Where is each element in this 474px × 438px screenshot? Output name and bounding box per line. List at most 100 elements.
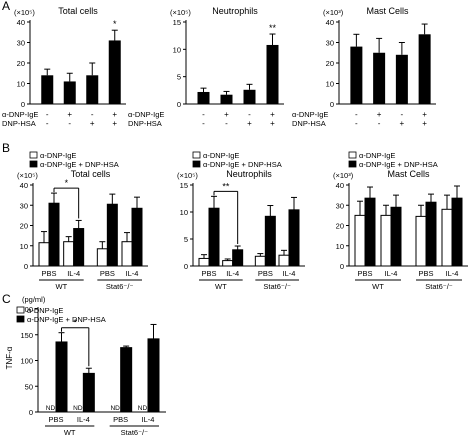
bar-filled (120, 347, 133, 413)
y-axis-label: TNF-α (5, 346, 14, 369)
y-tick-label: 10 (326, 80, 334, 89)
legend-label: α-DNP-IgE (359, 151, 395, 160)
y-tick-label: 15 (180, 181, 188, 190)
category-label: PBS (41, 269, 56, 278)
treatment-sign: - (355, 110, 358, 119)
legend-swatch (16, 306, 25, 314)
y-tick-label: 0 (177, 100, 181, 109)
treatment-sign: - (91, 110, 94, 119)
treatment-sign: - (248, 110, 251, 119)
treatment-sign: + (224, 110, 229, 119)
y-tick-label: 30 (326, 39, 334, 48)
chart-title: Neutrophils (226, 169, 272, 179)
chart-title: Total cells (58, 6, 98, 16)
y-tick-label: 50 (25, 382, 33, 391)
bar-filled (425, 201, 437, 267)
y-unit-label: (×10⁵) (177, 171, 198, 180)
y-tick-label: 30 (20, 201, 28, 210)
legend-swatch (348, 151, 357, 159)
y-tick-label: 150 (20, 331, 33, 340)
treatment-row-label: DNP-HSA (2, 119, 36, 128)
y-tick-label: 0 (24, 262, 28, 271)
y-tick-label: 0 (21, 100, 25, 109)
treatment-sign: + (270, 119, 275, 128)
significance-mark: ** (222, 181, 230, 191)
bar (41, 75, 54, 104)
nd-label: ND (73, 405, 83, 412)
legend-swatch (348, 160, 357, 168)
y-tick-label: 40 (17, 18, 25, 27)
bar-open (63, 241, 75, 267)
legend-swatch (16, 315, 25, 323)
nd-label: ND (46, 405, 56, 412)
treatment-sign: + (247, 119, 252, 128)
y-tick-label: 10 (180, 208, 188, 217)
bar-filled (131, 207, 143, 267)
y-unit-label: (pg/ml) (22, 295, 46, 304)
bar-filled (232, 249, 244, 267)
category-label: IL-4 (446, 269, 459, 278)
significance-mark: * (73, 318, 77, 328)
treatment-sign: + (112, 110, 117, 119)
bar-open (198, 257, 210, 267)
bar-open (121, 241, 133, 267)
panel-label: A (2, 0, 10, 13)
bar-filled (208, 207, 220, 267)
category-label: IL-4 (226, 269, 239, 278)
y-tick-label: 20 (17, 59, 25, 68)
bar (243, 89, 256, 104)
treatment-sign: + (270, 110, 275, 119)
bar (266, 44, 279, 104)
group-label: Stat6⁻/⁻ (263, 282, 291, 291)
treatment-sign: - (46, 110, 49, 119)
treatment-sign: - (355, 119, 358, 128)
y-unit-label: (×10³) (323, 8, 344, 17)
bar-filled (48, 202, 60, 267)
category-label: IL-4 (77, 415, 90, 424)
treatment-sign: - (378, 119, 381, 128)
legend-label: α-DNP-IgE (27, 306, 63, 315)
chart-title: Neutrophils (212, 6, 258, 16)
bar-open (254, 255, 266, 267)
y-tick-label: 10 (336, 242, 344, 251)
group-label: Stat6⁻/⁻ (425, 282, 453, 291)
legend-label: α-DNP-IgE + DNP-HSA (40, 160, 119, 169)
y-tick-label: 10 (20, 242, 28, 251)
treatment-sign: + (422, 119, 427, 128)
legend-swatch (192, 160, 201, 168)
bar-open (222, 260, 234, 267)
y-unit-label: (×10³) (333, 171, 354, 180)
category-label: PBS (48, 415, 63, 424)
legend-label: α-DNP-IgE (40, 151, 76, 160)
y-tick-label: 40 (336, 181, 344, 190)
y-tick-label: 200 (20, 305, 33, 314)
y-tick-label: 5 (177, 73, 181, 82)
treatment-row-label: α-DNP-IgE (2, 110, 38, 119)
y-tick-label: 20 (336, 222, 344, 231)
nd-label: ND (110, 405, 120, 412)
category-label: PBS (258, 269, 273, 278)
category-label: PBS (113, 415, 128, 424)
bar-open (415, 215, 427, 267)
legend-swatch (29, 160, 38, 168)
significance-mark: * (113, 19, 117, 29)
treatment-sign: + (400, 119, 405, 128)
y-tick-label: 0 (184, 262, 188, 271)
treatment-sign: - (225, 119, 228, 128)
treatment-sign: + (112, 119, 117, 128)
bar-filled (451, 197, 463, 267)
category-label: PBS (100, 269, 115, 278)
treatment-sign: + (90, 119, 95, 128)
nd-label: ND (138, 405, 148, 412)
y-tick-label: 10 (17, 80, 25, 89)
bar-filled (264, 215, 276, 267)
legend-swatch (29, 151, 38, 159)
group-label: Stat6⁻/⁻ (121, 428, 149, 437)
legend-label: α-DNP-IgE + DNP-HSA (27, 315, 106, 324)
treatment-row-label: DNP-HSA (292, 119, 326, 128)
category-label: PBS (357, 269, 372, 278)
y-unit-label: (×10⁵) (17, 171, 38, 180)
chart-title: Mast Cells (366, 6, 409, 16)
bar-filled (82, 372, 95, 413)
group-label: WT (55, 282, 67, 291)
